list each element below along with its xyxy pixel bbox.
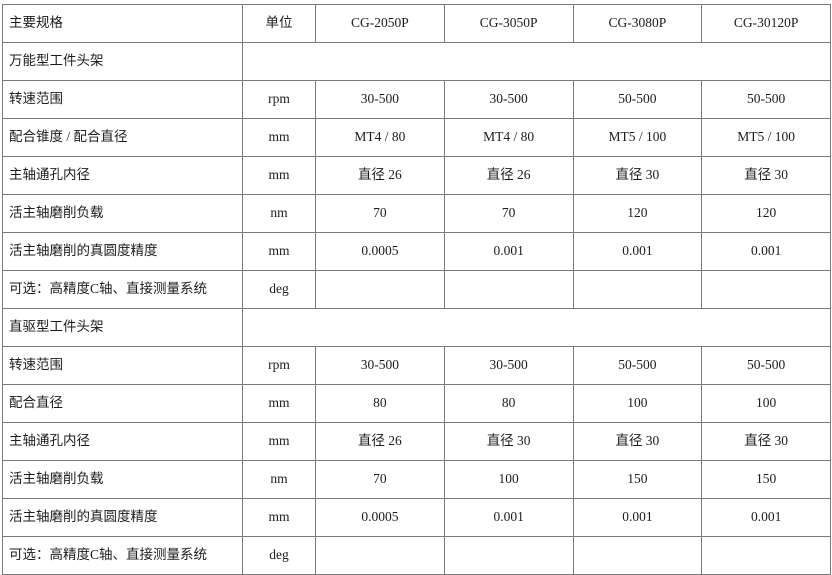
row-label: 转速范围 — [2, 80, 243, 119]
cell-m1: 0.0005 — [315, 232, 445, 271]
cell-m2 — [443, 270, 574, 309]
cell-m3 — [572, 536, 703, 575]
row-unit: mm — [242, 118, 316, 157]
cell-m4: 50-500 — [701, 80, 831, 119]
row-unit: nm — [242, 194, 316, 233]
section-heading-label: 万能型工件头架 — [2, 42, 243, 81]
column-header-m2: CG-3050P — [443, 4, 574, 43]
row-label: 活主轴磨削负载 — [2, 194, 243, 233]
cell-m1: 直径 26 — [315, 156, 445, 195]
row-label: 转速范围 — [2, 346, 243, 385]
row-label: 活主轴磨削负载 — [2, 460, 243, 499]
table-header-row: 主要规格 单位 CG-2050P CG-3050P CG-3080P CG-30120P — [2, 4, 831, 43]
cell-m4: 50-500 — [701, 346, 831, 385]
cell-m1: 30-500 — [315, 80, 445, 119]
column-header-label: 主要规格 — [2, 4, 243, 43]
cell-m4: 0.001 — [701, 498, 831, 537]
row-unit: rpm — [242, 80, 316, 119]
cell-m1: 直径 26 — [315, 422, 445, 461]
cell-m4: 0.001 — [701, 232, 831, 271]
cell-m3: 0.001 — [572, 232, 703, 271]
row-unit: mm — [242, 498, 316, 537]
section-heading-label: 直驱型工件头架 — [2, 308, 243, 347]
row-label: 配合锥度 / 配合直径 — [2, 118, 243, 157]
cell-m4: 150 — [701, 460, 831, 499]
section-heading-row: 万能型工件头架 — [2, 42, 831, 81]
table-row: 配合直径 mm 80 80 100 100 — [2, 384, 831, 423]
row-label: 主轴通孔内径 — [2, 422, 243, 461]
cell-m3: 100 — [572, 384, 703, 423]
cell-m3: 直径 30 — [572, 422, 703, 461]
row-unit: mm — [242, 422, 316, 461]
cell-m1: 80 — [315, 384, 445, 423]
cell-m2: MT4 / 80 — [443, 118, 574, 157]
cell-m2: 30-500 — [443, 346, 574, 385]
row-unit: mm — [242, 384, 316, 423]
section-heading-row: 直驱型工件头架 — [2, 308, 831, 347]
column-header-unit: 单位 — [242, 4, 316, 43]
table-row: 主轴通孔内径 mm 直径 26 直径 30 直径 30 直径 30 — [2, 422, 831, 461]
section-heading-fill — [242, 42, 831, 81]
cell-m2: 0.001 — [443, 232, 574, 271]
cell-m1: 70 — [315, 460, 445, 499]
cell-m1 — [315, 536, 445, 575]
row-unit: mm — [242, 156, 316, 195]
row-unit: rpm — [242, 346, 316, 385]
cell-m3: 120 — [572, 194, 703, 233]
cell-m2: 80 — [443, 384, 574, 423]
table-row: 转速范围 rpm 30-500 30-500 50-500 50-500 — [2, 80, 831, 119]
table-row: 转速范围 rpm 30-500 30-500 50-500 50-500 — [2, 346, 831, 385]
table-row: 活主轴磨削负载 nm 70 100 150 150 — [2, 460, 831, 499]
row-label: 可选：高精度C轴、直接测量系统 — [2, 536, 243, 575]
specification-table: 主要规格 单位 CG-2050P CG-3050P CG-3080P CG-30120P 万… — [2, 4, 831, 575]
table-row: 可选：高精度C轴、直接测量系统 deg — [2, 270, 831, 309]
cell-m1: MT4 / 80 — [315, 118, 445, 157]
cell-m3: 50-500 — [572, 346, 703, 385]
cell-m3 — [572, 270, 703, 309]
cell-m3: MT5 / 100 — [572, 118, 703, 157]
cell-m4: 100 — [701, 384, 831, 423]
table-row: 活主轴磨削负载 nm 70 70 120 120 — [2, 194, 831, 233]
row-unit: mm — [242, 232, 316, 271]
cell-m2: 0.001 — [443, 498, 574, 537]
cell-m2: 直径 30 — [443, 422, 574, 461]
table-row: 配合锥度 / 配合直径 mm MT4 / 80 MT4 / 80 MT5 / 100 MT… — [2, 118, 831, 157]
cell-m3: 直径 30 — [572, 156, 703, 195]
cell-m3: 150 — [572, 460, 703, 499]
row-label: 可选：高精度C轴、直接测量系统 — [2, 270, 243, 309]
cell-m4 — [701, 270, 831, 309]
row-label: 活主轴磨削的真圆度精度 — [2, 498, 243, 537]
column-header-m4: CG-30120P — [701, 4, 831, 43]
column-header-m1: CG-2050P — [315, 4, 445, 43]
table-row: 活主轴磨削的真圆度精度 mm 0.0005 0.001 0.001 0.001 — [2, 498, 831, 537]
section-heading-fill — [242, 308, 831, 347]
cell-m3: 0.001 — [572, 498, 703, 537]
row-unit: deg — [242, 536, 316, 575]
row-unit: nm — [242, 460, 316, 499]
table-row: 活主轴磨削的真圆度精度 mm 0.0005 0.001 0.001 0.001 — [2, 232, 831, 271]
cell-m1: 0.0005 — [315, 498, 445, 537]
table-row: 主轴通孔内径 mm 直径 26 直径 26 直径 30 直径 30 — [2, 156, 831, 195]
row-unit: deg — [242, 270, 316, 309]
column-header-m3: CG-3080P — [572, 4, 703, 43]
cell-m1 — [315, 270, 445, 309]
cell-m1: 70 — [315, 194, 445, 233]
table-row: 可选：高精度C轴、直接测量系统 deg — [2, 536, 831, 575]
cell-m2: 70 — [443, 194, 574, 233]
cell-m4: MT5 / 100 — [701, 118, 831, 157]
cell-m2: 100 — [443, 460, 574, 499]
cell-m4: 直径 30 — [701, 422, 831, 461]
cell-m2 — [443, 536, 574, 575]
row-label: 配合直径 — [2, 384, 243, 423]
cell-m2: 直径 26 — [443, 156, 574, 195]
cell-m4 — [701, 536, 831, 575]
cell-m3: 50-500 — [572, 80, 703, 119]
row-label: 主轴通孔内径 — [2, 156, 243, 195]
cell-m4: 直径 30 — [701, 156, 831, 195]
specification-table-container: 主要规格 单位 CG-2050P CG-3050P CG-3080P CG-30120P 万… — [2, 4, 831, 575]
cell-m1: 30-500 — [315, 346, 445, 385]
cell-m4: 120 — [701, 194, 831, 233]
cell-m2: 30-500 — [443, 80, 574, 119]
row-label: 活主轴磨削的真圆度精度 — [2, 232, 243, 271]
